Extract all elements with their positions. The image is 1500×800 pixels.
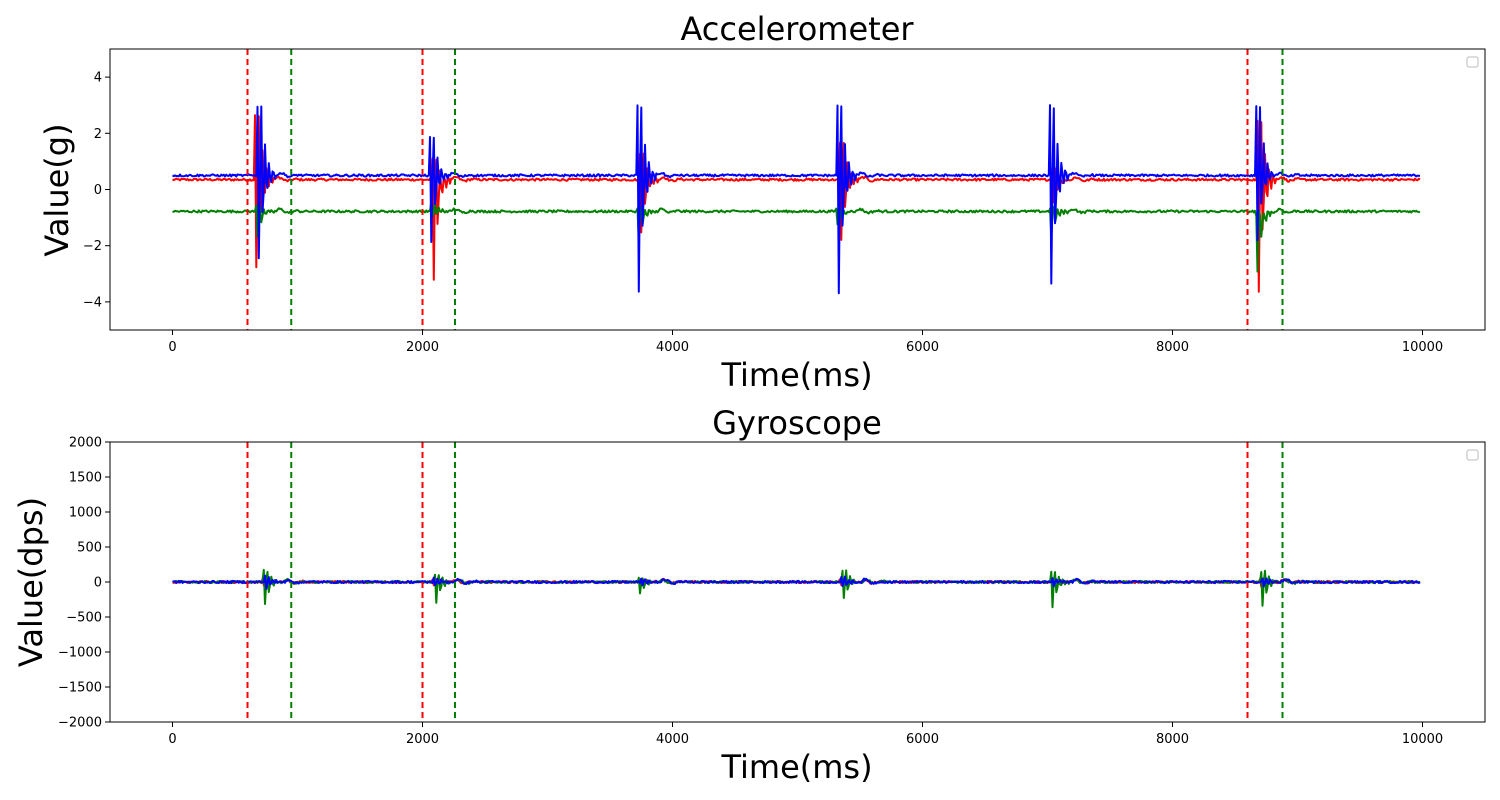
- gyroscope-panel: Gyroscope 0 2000 4000 6000 8000 10000 −2000−1…: [12, 404, 1486, 786]
- gyroscope-y-tick-label: 1500: [69, 471, 102, 486]
- accelerometer-title: Accelerometer: [680, 10, 914, 48]
- accelerometer-x-tick-label: 2000: [406, 340, 439, 355]
- accelerometer-panel: Accelerometer 0 2000 4000 6000 8000 10000 −4−…: [38, 10, 1486, 394]
- accelerometer-axes-frame: [109, 48, 1486, 331]
- gyroscope-axes-frame: [109, 441, 1486, 723]
- gyroscope-y-tick-label: 1000: [69, 506, 102, 521]
- gyroscope-series-line: [171, 568, 1421, 609]
- accelerometer-series-line: [172, 200, 1421, 273]
- gyroscope-series-line: [172, 574, 1421, 590]
- gyroscope-x-label: Time(ms): [720, 748, 872, 786]
- accelerometer-y-tick-label: 4: [94, 71, 102, 86]
- gyroscope-y-tick-label: 500: [77, 541, 102, 556]
- gyroscope-y-axis: −2000 −1500 −1000 −500 0 500 1000 1500 2000: [58, 436, 110, 731]
- gyroscope-x-axis: 0 2000 4000 6000 8000 10000: [168, 722, 1443, 747]
- gyroscope-x-tick-label: 2000: [406, 732, 439, 747]
- accelerometer-y-tick-label: 0: [94, 183, 102, 198]
- accelerometer-y-tick-label: −4: [83, 295, 102, 310]
- gyroscope-x-tick-label: 8000: [1156, 732, 1189, 747]
- accelerometer-y-tick-label: 2: [94, 127, 102, 142]
- accelerometer-x-tick-label: 0: [168, 340, 176, 355]
- gyroscope-x-tick-label: 6000: [906, 732, 939, 747]
- gyroscope-legend-box: [1466, 449, 1479, 461]
- accelerometer-x-tick-label: 10000: [1402, 340, 1443, 355]
- gyroscope-x-tick-label: 10000: [1402, 732, 1443, 747]
- gyroscope-y-tick-label: −1000: [58, 646, 102, 661]
- accelerometer-y-axis: −4 −2 0 2 4: [83, 71, 110, 310]
- accelerometer-y-tick-label: −2: [83, 239, 102, 254]
- accelerometer-series-line: [171, 104, 1421, 295]
- gyroscope-y-tick-label: −500: [66, 611, 102, 626]
- accelerometer-y-label: Value(g): [38, 123, 76, 256]
- accelerometer-legend-box: [1466, 56, 1479, 68]
- gyroscope-x-tick-label: 4000: [656, 732, 689, 747]
- accelerometer-series-line: [171, 114, 1421, 293]
- accelerometer-plot-area: [171, 49, 1421, 330]
- gyroscope-y-tick-label: −2000: [58, 716, 102, 731]
- gyroscope-y-tick-label: 2000: [69, 436, 102, 451]
- accelerometer-x-tick-label: 6000: [906, 340, 939, 355]
- gyroscope-y-tick-label: 0: [94, 576, 102, 591]
- accelerometer-x-label: Time(ms): [720, 356, 872, 394]
- accelerometer-x-axis: 0 2000 4000 6000 8000 10000: [168, 330, 1443, 355]
- gyroscope-y-tick-label: −1500: [58, 681, 102, 696]
- gyroscope-plot-area: [171, 442, 1421, 722]
- gyroscope-x-tick-label: 0: [168, 732, 176, 747]
- gyroscope-y-label: Value(dps): [12, 497, 50, 667]
- accelerometer-x-tick-label: 8000: [1156, 340, 1189, 355]
- accelerometer-x-tick-label: 4000: [656, 340, 689, 355]
- gyroscope-title: Gyroscope: [712, 404, 882, 442]
